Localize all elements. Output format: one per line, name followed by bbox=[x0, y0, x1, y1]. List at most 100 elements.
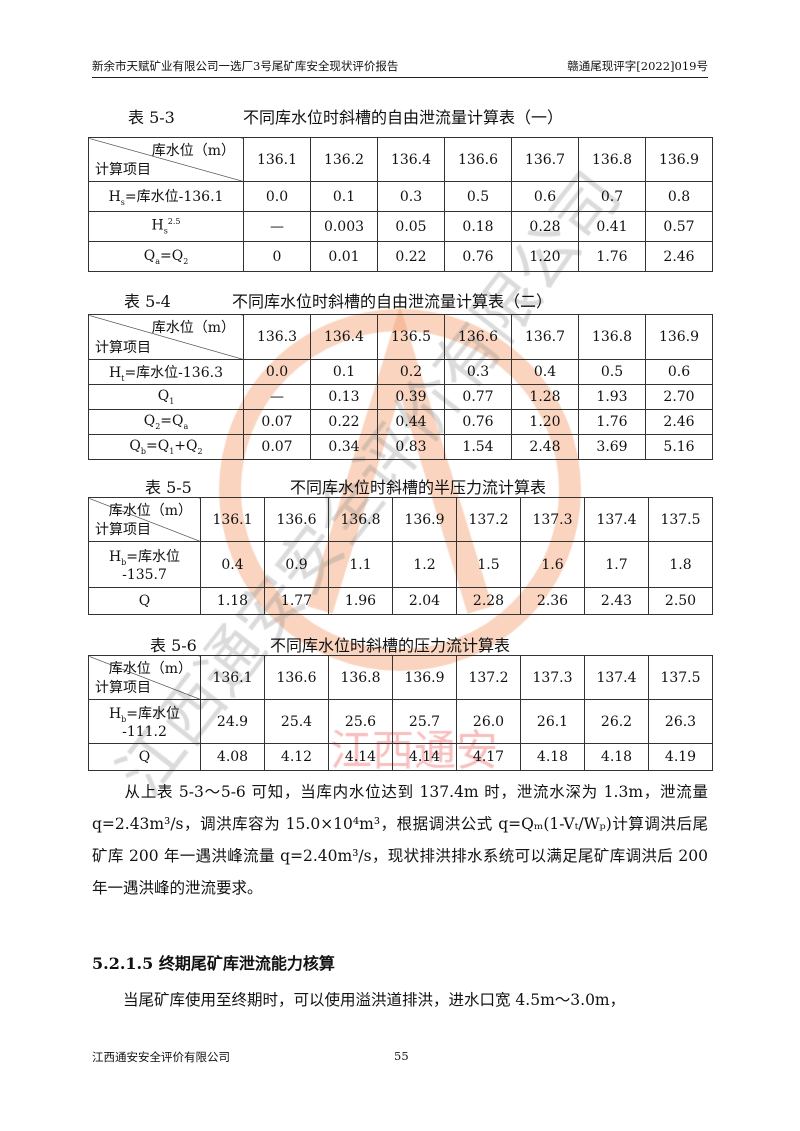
column-header: 137.5 bbox=[648, 497, 713, 542]
table-cell: 2.36 bbox=[520, 587, 585, 615]
table-cell: 0.0 bbox=[243, 181, 311, 212]
table-row: Hb=库水位 -135.7 0.4 0.9 1.1 1.2 1.5 1.6 1.7 1.8 bbox=[88, 541, 713, 588]
column-header: 136.8 bbox=[578, 314, 646, 360]
header-water-level: 库水位（m） bbox=[108, 503, 192, 519]
table-cell: 25.6 bbox=[328, 699, 393, 744]
table-cell: 4.14 bbox=[392, 743, 457, 771]
table-cell: 2.70 bbox=[645, 384, 713, 410]
column-header: 136.6 bbox=[444, 137, 512, 182]
table-row: Q 1.18 1.77 1.96 2.04 2.28 2.36 2.43 2.50 bbox=[88, 587, 713, 615]
table-cell: 0.6 bbox=[645, 359, 713, 385]
table-header-row: 库水位（m） 计算项目 136.1 136.6 136.8 136.9 137.2 137.3… bbox=[88, 497, 713, 542]
table-cell: 24.9 bbox=[200, 699, 265, 744]
table-cell: 1.28 bbox=[511, 384, 579, 410]
column-header: 136.8 bbox=[578, 137, 646, 182]
table-cell: 26.3 bbox=[648, 699, 713, 744]
table-cell: 0.44 bbox=[377, 409, 445, 435]
data-table: 库水位（m） 计算项目 136.1 136.6 136.8 136.9 137.2 137.3… bbox=[88, 655, 713, 771]
column-header: 136.5 bbox=[377, 314, 445, 360]
table-cell: 0.01 bbox=[310, 241, 378, 272]
row-label: Hb=库水位 -135.7 bbox=[88, 541, 201, 588]
table-row: Hs=库水位-136.1 0.0 0.1 0.3 0.5 0.6 0.7 0.8 bbox=[88, 181, 713, 212]
table-cell: 1.76 bbox=[578, 241, 646, 272]
table-header-row: 库水位（m） 计算项目 136.3 136.4 136.5 136.6 136.7 136.8… bbox=[88, 314, 713, 360]
page-header: 新余市天赋矿业有限公司一选厂3号尾矿库安全现状评价报告 赣通尾现评字[2022]… bbox=[92, 58, 708, 78]
table-cell: 0.3 bbox=[377, 181, 445, 212]
table-cell: 1.1 bbox=[328, 541, 393, 588]
table-cell: 25.4 bbox=[264, 699, 329, 744]
column-header: 136.9 bbox=[645, 314, 713, 360]
row-label: Qb=Q1+Q2 bbox=[88, 434, 244, 460]
diagonal-header-cell: 库水位（m） 计算项目 bbox=[88, 314, 244, 360]
table-number: 表 5-6 bbox=[150, 636, 197, 655]
table-cell: 0.4 bbox=[511, 359, 579, 385]
table-caption: 表 5-5 不同库水位时斜槽的半压力流计算表 bbox=[145, 474, 546, 498]
table-cell: 0.18 bbox=[444, 211, 512, 242]
body-paragraph: 从上表 5-3～5-6 可知，当库内水位达到 137.4m 时，泄流水深为 1.… bbox=[92, 783, 708, 897]
table-cell: 26.1 bbox=[520, 699, 585, 744]
table-cell: 0.07 bbox=[243, 409, 311, 435]
data-table: 库水位（m） 计算项目 136.1 136.6 136.8 136.9 137.2 137.3… bbox=[88, 497, 713, 615]
row-label: Hb=库水位 -111.2 bbox=[88, 699, 201, 744]
section-heading: 5.2.1.5 终期尾矿库泄流能力核算 bbox=[92, 954, 335, 973]
header-doc-number: 赣通尾现评字[2022]019号 bbox=[567, 59, 708, 73]
table-cell: 0.57 bbox=[645, 211, 713, 242]
table-cell: 0.34 bbox=[310, 434, 378, 460]
table-cell: 0.6 bbox=[511, 181, 579, 212]
header-water-level: 库水位（m） bbox=[151, 320, 235, 336]
row-label: Ht=库水位-136.3 bbox=[88, 359, 244, 385]
page-number: 55 bbox=[394, 1049, 409, 1063]
table-header-row: 库水位（m） 计算项目 136.1 136.6 136.8 136.9 137.2 137.3… bbox=[88, 655, 713, 700]
table-cell: 0.28 bbox=[511, 211, 579, 242]
table-cell: 0.22 bbox=[310, 409, 378, 435]
column-header: 136.2 bbox=[310, 137, 378, 182]
column-header: 136.6 bbox=[264, 655, 329, 700]
column-header: 136.4 bbox=[310, 314, 378, 360]
table-cell: 2.04 bbox=[392, 587, 457, 615]
table-cell: 1.8 bbox=[648, 541, 713, 588]
table-cell: 0.7 bbox=[578, 181, 646, 212]
table-caption: 表 5-6 不同库水位时斜槽的压力流计算表 bbox=[150, 632, 510, 656]
table-cell: 0.1 bbox=[310, 359, 378, 385]
column-header: 136.7 bbox=[511, 137, 579, 182]
table-cell: 2.46 bbox=[645, 241, 713, 272]
header-water-level: 库水位（m） bbox=[108, 661, 192, 677]
column-header: 136.9 bbox=[645, 137, 713, 182]
column-header: 136.6 bbox=[264, 497, 329, 542]
data-table: 库水位（m） 计算项目 136.1 136.2 136.4 136.6 136.7 136.8… bbox=[88, 137, 713, 272]
table-cell: 1.5 bbox=[456, 541, 521, 588]
column-header: 137.2 bbox=[456, 497, 521, 542]
table-cell: 1.54 bbox=[444, 434, 512, 460]
table-cell: 26.2 bbox=[584, 699, 649, 744]
table-title: 不同库水位时斜槽的半压力流计算表 bbox=[290, 478, 547, 497]
footer-company: 江西通安安全评价有限公司 bbox=[92, 1050, 230, 1064]
table-row: Q1—0.13 0.39 0.77 1.28 1.93 2.70 bbox=[88, 384, 713, 410]
column-header: 137.3 bbox=[520, 497, 585, 542]
table-cell: 0.22 bbox=[377, 241, 445, 272]
table-cell: 0.77 bbox=[444, 384, 512, 410]
table-row: Q2=Qa 0.07 0.22 0.44 0.76 1.20 1.76 2.46 bbox=[88, 409, 713, 435]
table-cell: 25.7 bbox=[392, 699, 457, 744]
table-cell: 1.18 bbox=[200, 587, 265, 615]
table-cell: 0.13 bbox=[310, 384, 378, 410]
column-header: 136.4 bbox=[377, 137, 445, 182]
diagonal-header-cell: 库水位（m） 计算项目 bbox=[88, 497, 201, 542]
table-cell: 0.5 bbox=[578, 359, 646, 385]
table-cell: 4.17 bbox=[456, 743, 521, 771]
table-cell: 4.18 bbox=[520, 743, 585, 771]
column-header: 137.2 bbox=[456, 655, 521, 700]
diagonal-header-cell: 库水位（m） 计算项目 bbox=[88, 137, 244, 182]
table-cell: 2.28 bbox=[456, 587, 521, 615]
table-cell: 1.6 bbox=[520, 541, 585, 588]
table-cell: 0.5 bbox=[444, 181, 512, 212]
column-header: 136.1 bbox=[200, 497, 265, 542]
table-caption: 表 5-3 不同库水位时斜槽的自由泄流量计算表（一） bbox=[128, 104, 563, 128]
data-table: 库水位（m） 计算项目 136.3 136.4 136.5 136.6 136.7 136.8… bbox=[88, 314, 713, 460]
column-header: 136.1 bbox=[200, 655, 265, 700]
table-cell: 0.4 bbox=[200, 541, 265, 588]
column-header: 137.5 bbox=[648, 655, 713, 700]
table-cell: 4.19 bbox=[648, 743, 713, 771]
table-cell: 0.76 bbox=[444, 409, 512, 435]
table-cell: 0 bbox=[243, 241, 311, 272]
column-header: 136.6 bbox=[444, 314, 512, 360]
